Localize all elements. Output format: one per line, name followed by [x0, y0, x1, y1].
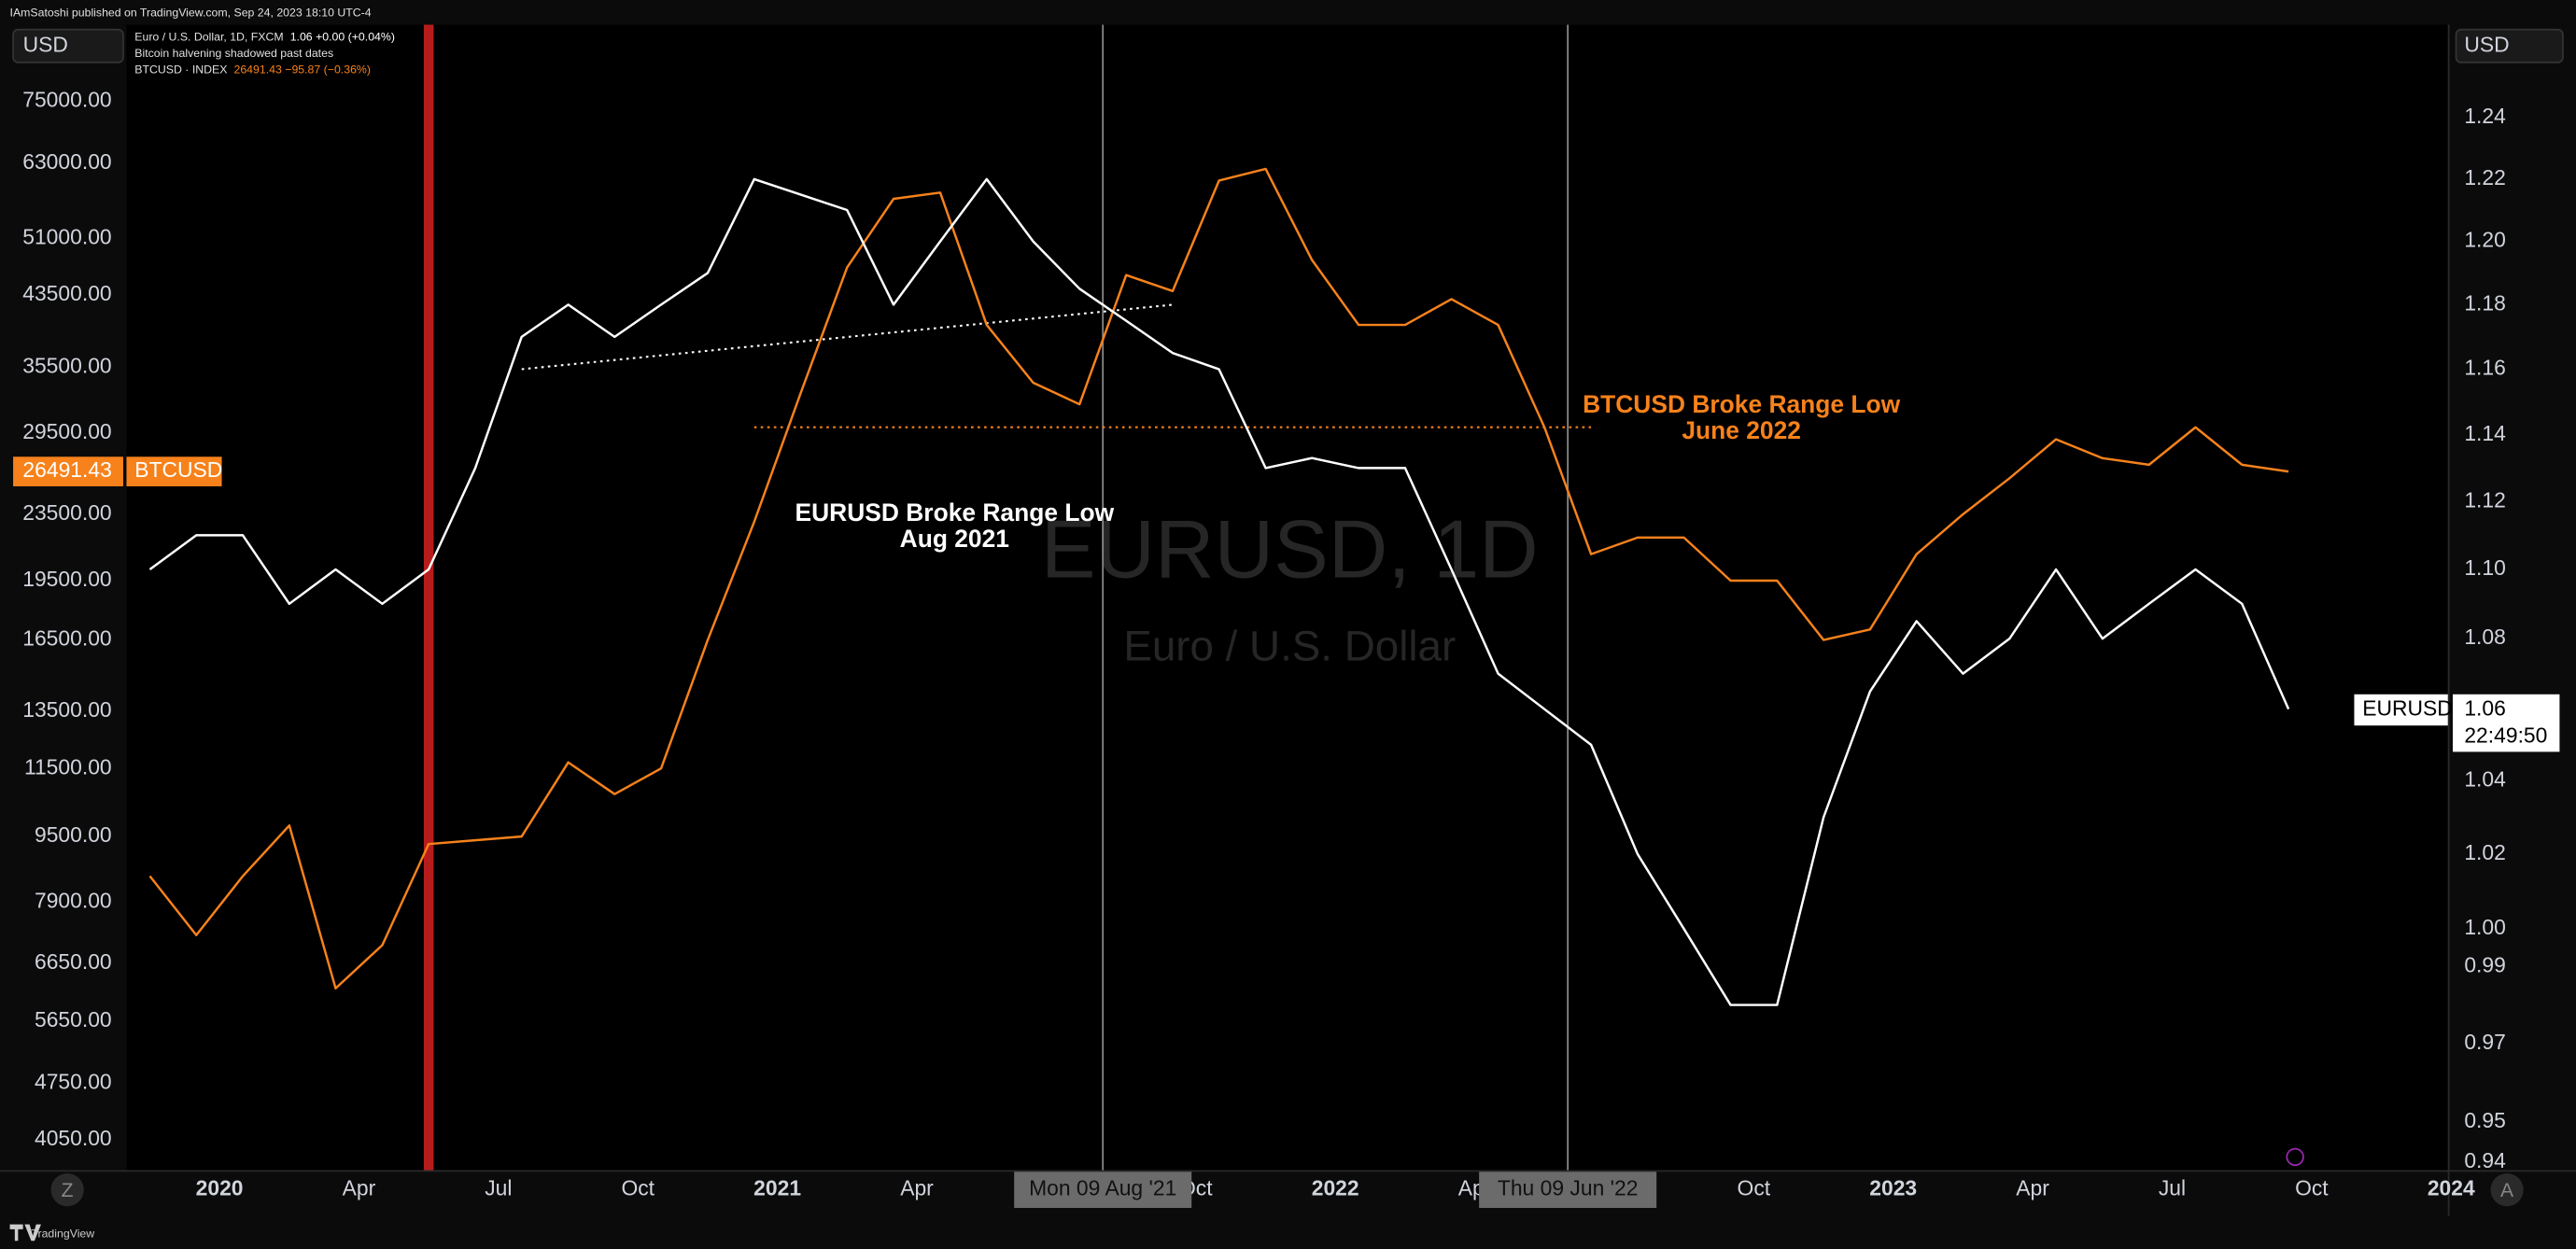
price-tag — [13, 456, 123, 486]
series-tag-label: EURUSD — [2362, 696, 2453, 721]
legend-entry: Euro / U.S. Dollar, 1D, FXCM 1.06 +0.00 (… — [134, 31, 395, 44]
y-tick-label: 51000.00 — [22, 224, 111, 248]
scale-button-label[interactable]: Z — [62, 1180, 74, 1201]
y2-tick-label: 0.97 — [2464, 1030, 2506, 1054]
y-tick-label: 63000.00 — [22, 149, 111, 174]
price-tag — [2453, 694, 2560, 752]
annotation: Aug 2021 — [900, 525, 1009, 553]
y-tick-label: 13500.00 — [22, 697, 111, 722]
watermark-subtitle: Euro / U.S. Dollar — [1123, 622, 1456, 669]
x-tick-label: Jul — [485, 1176, 512, 1200]
y-tick-label: 4050.00 — [35, 1126, 112, 1150]
series-tag — [2354, 694, 2448, 726]
x-tick-label: 2024 — [2428, 1176, 2475, 1200]
y-tick-label: 7900.00 — [35, 888, 112, 912]
x-tick-label: 2023 — [1869, 1176, 1917, 1200]
footer-bar — [0, 1215, 2576, 1249]
legend-value: 26491.43 −95.87 (−0.36%) — [233, 63, 370, 77]
x-tick-label: Apr — [2016, 1176, 2049, 1200]
x-tick-label: Oct — [1738, 1176, 1771, 1200]
axes: 75000.00 63000.00 51000.00 43500.00 35500.00… — [13, 87, 2560, 1208]
watermark: EURUSD, 1D — [1041, 502, 1539, 595]
y-tick-label: 35500.00 — [22, 354, 111, 378]
y-tick-label: 75000.00 — [22, 87, 111, 111]
y2-tick-label: 1.20 — [2464, 228, 2506, 252]
marker-label: Mon 09 Aug '21 — [1029, 1176, 1176, 1200]
series-line — [148, 177, 2290, 1006]
series-line — [148, 167, 2289, 990]
y-tick-label: 29500.00 — [22, 419, 111, 443]
lightning-icon[interactable] — [2286, 1147, 2304, 1167]
y-tick-label: 4750.00 — [35, 1069, 112, 1093]
x-tick-label: 2020 — [196, 1176, 244, 1200]
x-tick-label: 2022 — [1312, 1176, 1359, 1200]
scale-button[interactable] — [50, 1173, 84, 1207]
halving-band — [423, 24, 434, 1171]
y-tick-label: 5650.00 — [35, 1007, 112, 1031]
y2-tick-label: 1.02 — [2464, 840, 2506, 864]
auto-button[interactable] — [2490, 1173, 2524, 1207]
x-tick-label: Oct — [2295, 1176, 2329, 1200]
y-tick-label: 9500.00 — [35, 822, 112, 847]
y2-tick-label: 0.94 — [2464, 1148, 2506, 1172]
legend: Euro / U.S. Dollar, 1D, FXCM 1.06 +0.00 (… — [134, 31, 395, 77]
annotation: EURUSD Broke Range Low — [795, 498, 1115, 526]
legend-label: BTCUSD · INDEX — [134, 63, 227, 77]
y2-tick-label: 1.24 — [2464, 104, 2506, 128]
annotation: June 2022 — [1682, 416, 1801, 444]
y2-tick-label: 1.08 — [2464, 624, 2506, 649]
legend-label: Bitcoin halvening shadowed past dates — [134, 47, 333, 60]
y2-tick-label: 1.18 — [2464, 291, 2506, 316]
currency-box[interactable] — [12, 28, 124, 63]
y2-tick-label: 1.16 — [2464, 356, 2506, 380]
legend-entry: BTCUSD · INDEX 26491.43 −95.87 (−0.36%) — [134, 63, 371, 77]
y2-tick-label: 1.00 — [2464, 915, 2506, 939]
legend-value: 1.06 +0.00 (+0.04%) — [290, 31, 395, 44]
y2-tick-label: 1.10 — [2464, 555, 2506, 580]
published-note: IAmSatoshi published on TradingView.com,… — [10, 6, 372, 19]
legend-entry: Bitcoin halvening shadowed past dates — [134, 47, 333, 60]
price-tag-value: 1.06 — [2464, 696, 2506, 721]
currency-left[interactable]: USD — [23, 32, 68, 56]
y2-tick-label: 0.95 — [2464, 1108, 2506, 1132]
y-tick-label: 23500.00 — [22, 500, 111, 525]
marker-label: Thu 09 Jun '22 — [1498, 1176, 1639, 1200]
marker-label-box — [1014, 1172, 1192, 1208]
countdown: 22:49:50 — [2464, 723, 2547, 748]
left-axis-panel — [0, 24, 127, 1171]
brand-logo — [9, 1224, 41, 1242]
x-tick-label: 2021 — [753, 1176, 801, 1200]
legend-label: Euro / U.S. Dollar, 1D, FXCM — [134, 31, 283, 44]
y-tick-label: 11500.00 — [24, 754, 112, 779]
series-tag — [126, 456, 222, 486]
x-axis-panel — [0, 1170, 2576, 1216]
y-tick-label: 19500.00 — [22, 567, 111, 591]
y2-tick-label: 1.12 — [2464, 487, 2506, 512]
y-tick-label: 43500.00 — [22, 281, 111, 305]
annotation: BTCUSD Broke Range Low — [1583, 390, 1901, 418]
y-tick-label: 16500.00 — [22, 626, 111, 651]
brand: TradingView — [31, 1227, 94, 1240]
marker-label-box — [1479, 1172, 1657, 1208]
currency-box[interactable] — [2455, 28, 2564, 63]
price-tag-value: 26491.43 — [22, 457, 111, 482]
y2-tick-label: 1.22 — [2464, 165, 2506, 189]
right-axis-panel — [2447, 24, 2576, 1249]
x-tick-label: Oct — [621, 1176, 655, 1200]
y2-tick-label: 1.04 — [2464, 767, 2506, 792]
top-bar — [0, 0, 2576, 25]
x-tick-label: Apr — [343, 1176, 376, 1200]
series-tag-label: BTCUSD — [134, 457, 222, 482]
currency-right[interactable]: USD — [2464, 32, 2509, 56]
y-tick-label: 6650.00 — [35, 949, 112, 974]
y2-tick-label: 1.14 — [2464, 421, 2506, 445]
auto-button-label[interactable]: A — [2500, 1180, 2514, 1201]
x-tick-label: Apr — [900, 1176, 934, 1200]
y2-tick-label: 0.99 — [2464, 953, 2506, 977]
x-tick-label: Jul — [2159, 1176, 2186, 1200]
plot-area — [126, 24, 2448, 1171]
